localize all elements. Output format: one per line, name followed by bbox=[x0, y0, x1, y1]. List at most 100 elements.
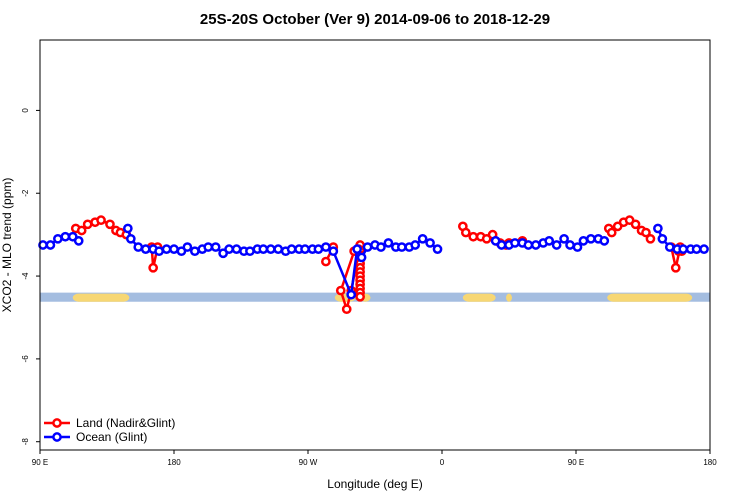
data-point bbox=[321, 242, 331, 252]
x-tick-label: 90 E bbox=[568, 458, 584, 467]
data-point bbox=[544, 236, 555, 246]
data-point bbox=[425, 238, 435, 248]
data-point bbox=[355, 291, 365, 302]
data-point bbox=[410, 240, 421, 250]
y-tick-label: -2 bbox=[21, 189, 30, 197]
x-tick-label: 90 E bbox=[32, 458, 48, 467]
legend-item: Ocean (Glint) bbox=[44, 430, 147, 444]
data-point bbox=[657, 233, 668, 244]
legend-label: Ocean (Glint) bbox=[76, 430, 147, 444]
data-point bbox=[73, 236, 84, 246]
data-point bbox=[376, 242, 386, 252]
data-point bbox=[265, 244, 276, 254]
data-point bbox=[154, 246, 164, 257]
data-point bbox=[82, 219, 93, 230]
data-point bbox=[203, 242, 214, 252]
data-point bbox=[352, 244, 362, 254]
data-point bbox=[691, 244, 702, 254]
data-point bbox=[224, 244, 234, 254]
x-tick-label: 90 W bbox=[299, 458, 318, 467]
data-point bbox=[383, 238, 394, 248]
land-segment bbox=[506, 293, 512, 302]
x-tick-label: 0 bbox=[440, 458, 445, 467]
data-point bbox=[321, 256, 331, 267]
data-point bbox=[105, 219, 115, 230]
land-segment bbox=[72, 293, 130, 302]
x-tick-label: 180 bbox=[167, 458, 181, 467]
data-point bbox=[670, 262, 681, 273]
legend-marker bbox=[52, 432, 62, 442]
x-axis: 90 E 180 90 W 0 90 E 180 bbox=[32, 450, 717, 467]
data-point bbox=[328, 246, 339, 257]
data-point bbox=[496, 240, 507, 250]
land-mask-band bbox=[40, 292, 710, 302]
legend: Land (Nadir&Glint)Ocean (Glint) bbox=[44, 416, 175, 444]
ocean-band bbox=[40, 292, 710, 302]
data-point bbox=[460, 227, 471, 238]
data-point bbox=[362, 242, 373, 252]
data-point bbox=[125, 233, 136, 244]
data-point bbox=[645, 233, 656, 244]
y-axis: 0 -2 -4 -6 -8 bbox=[21, 108, 40, 446]
data-point bbox=[641, 227, 651, 238]
data-point bbox=[551, 240, 562, 250]
data-point bbox=[148, 262, 159, 273]
data-point bbox=[60, 231, 71, 242]
data-point bbox=[245, 246, 255, 257]
data-point bbox=[678, 244, 689, 254]
data-point bbox=[210, 242, 221, 252]
data-point bbox=[630, 219, 641, 230]
y-tick-label: -6 bbox=[21, 355, 30, 363]
data-point bbox=[396, 242, 407, 252]
series-ocean bbox=[38, 223, 709, 300]
y-tick-label: -8 bbox=[21, 438, 30, 446]
data-point bbox=[53, 233, 63, 244]
data-point bbox=[578, 236, 589, 246]
data-point bbox=[559, 233, 569, 244]
data-point bbox=[417, 233, 428, 244]
data-point bbox=[182, 242, 193, 252]
data-point bbox=[286, 244, 297, 254]
data-point bbox=[664, 242, 675, 252]
legend-marker bbox=[52, 418, 62, 428]
data-point bbox=[599, 236, 610, 246]
legend-item: Land (Nadir&Glint) bbox=[44, 416, 175, 430]
data-point bbox=[565, 240, 575, 250]
data-point bbox=[161, 244, 172, 254]
data-point bbox=[586, 233, 596, 244]
land-segment bbox=[462, 293, 496, 302]
data-point bbox=[96, 215, 106, 226]
data-point bbox=[133, 242, 144, 252]
data-point bbox=[523, 240, 534, 250]
y-tick-label: 0 bbox=[21, 108, 30, 113]
series-group bbox=[38, 215, 709, 315]
data-point bbox=[169, 244, 179, 254]
data-point bbox=[140, 244, 151, 254]
data-point bbox=[572, 242, 583, 252]
data-point bbox=[341, 304, 352, 315]
data-point bbox=[76, 225, 87, 236]
y-tick-label: -4 bbox=[21, 272, 30, 280]
chart-title: 25S-20S October (Ver 9) 2014-09-06 to 20… bbox=[200, 11, 550, 28]
x-tick-label: 180 bbox=[703, 458, 717, 467]
x-axis-label: Longitude (deg E) bbox=[327, 477, 422, 491]
data-point bbox=[231, 244, 242, 254]
data-point bbox=[258, 244, 269, 254]
data-point bbox=[45, 240, 56, 250]
data-point bbox=[313, 244, 324, 254]
data-point bbox=[300, 244, 310, 254]
data-point bbox=[122, 223, 133, 234]
data-point bbox=[189, 246, 200, 257]
data-point bbox=[653, 223, 663, 234]
data-point bbox=[273, 244, 284, 254]
data-point bbox=[356, 252, 367, 263]
data-point bbox=[510, 238, 520, 248]
land-segment bbox=[607, 293, 693, 302]
legend-label: Land (Nadir&Glint) bbox=[76, 416, 175, 430]
y-axis-label: XCO2 - MLO trend (ppm) bbox=[0, 178, 14, 313]
data-point bbox=[432, 244, 443, 254]
plot-frame bbox=[39, 39, 711, 451]
data-point bbox=[699, 244, 709, 254]
data-point bbox=[530, 240, 541, 250]
